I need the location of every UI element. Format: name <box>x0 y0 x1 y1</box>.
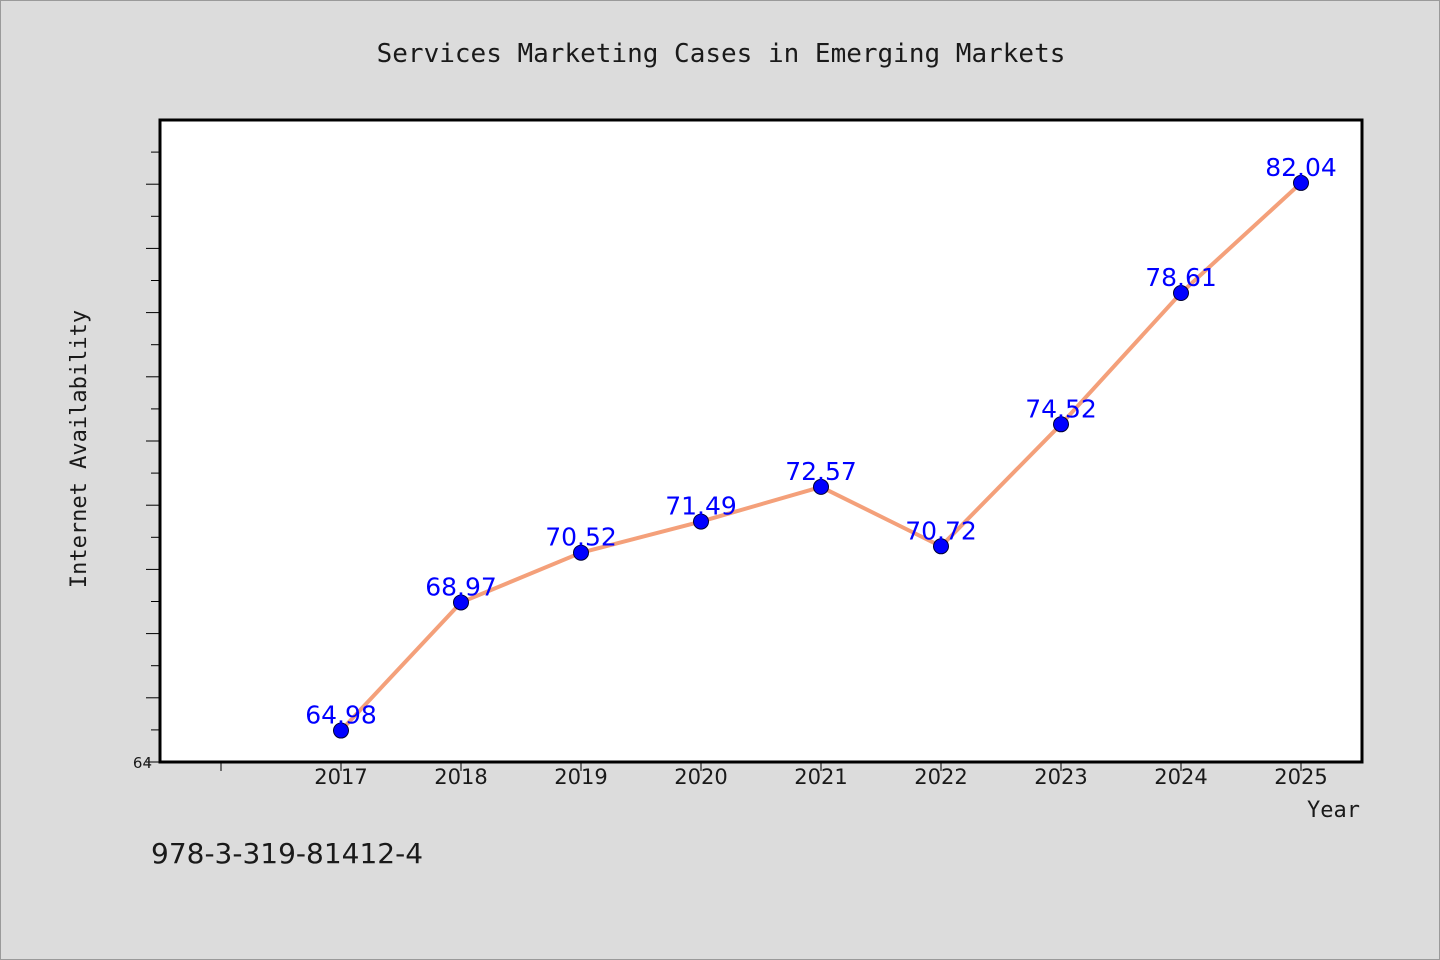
chart-title: Services Marketing Cases in Emerging Mar… <box>377 39 1066 69</box>
x-tick-label: 2022 <box>914 765 967 789</box>
data-point <box>1293 174 1309 191</box>
x-axis-label: Year <box>1307 798 1360 823</box>
y-tick-label: 64 <box>133 754 152 772</box>
x-axis-ticks: 2017 2018 2019 2020 2021 2022 2023 2024 2025 <box>220 762 1328 789</box>
data-point <box>1173 285 1189 302</box>
data-point <box>813 478 829 495</box>
data-point <box>1053 416 1069 433</box>
data-point <box>933 538 949 555</box>
x-tick-label: 2021 <box>794 765 847 789</box>
data-point <box>693 513 709 530</box>
x-tick-label: 2025 <box>1274 765 1327 789</box>
data-label: 68.97 <box>425 572 497 601</box>
x-tick-label: 2020 <box>674 765 727 789</box>
isbn-label: 978-3-319-81412-4 <box>151 837 424 870</box>
data-label: 72.57 <box>785 457 857 486</box>
data-point <box>453 594 469 611</box>
y-axis-ticks: 64 <box>133 151 160 772</box>
data-point <box>573 544 589 561</box>
x-tick-label: 2023 <box>1034 765 1087 789</box>
data-label: 70.52 <box>545 523 617 552</box>
series-points <box>333 174 1309 739</box>
data-point <box>333 722 349 739</box>
x-tick-label: 2017 <box>314 765 367 789</box>
x-tick-label: 2024 <box>1154 765 1207 789</box>
data-label: 71.49 <box>665 492 737 521</box>
data-label: 82.04 <box>1265 153 1337 182</box>
x-tick-label: 2018 <box>434 765 487 789</box>
x-tick-label: 2019 <box>554 765 607 789</box>
y-axis-label: Internet Availability <box>67 310 92 588</box>
data-label: 70.72 <box>905 516 977 545</box>
data-label: 78.61 <box>1145 263 1217 292</box>
data-label: 64.98 <box>305 701 377 730</box>
data-label: 74.52 <box>1025 394 1097 423</box>
series-data-labels: 64.98 68.97 70.52 71.49 72.57 70.72 74.52 78.61… <box>305 153 1337 730</box>
plot-area <box>158 118 1364 764</box>
